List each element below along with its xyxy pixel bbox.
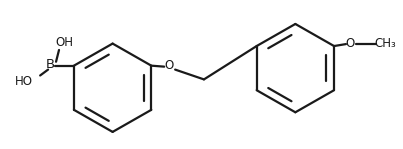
Text: B: B [46,58,55,71]
Text: OH: OH [55,36,73,49]
Text: HO: HO [15,75,33,88]
Text: CH₃: CH₃ [375,37,397,50]
Text: O: O [164,59,174,72]
Text: O: O [345,37,355,50]
